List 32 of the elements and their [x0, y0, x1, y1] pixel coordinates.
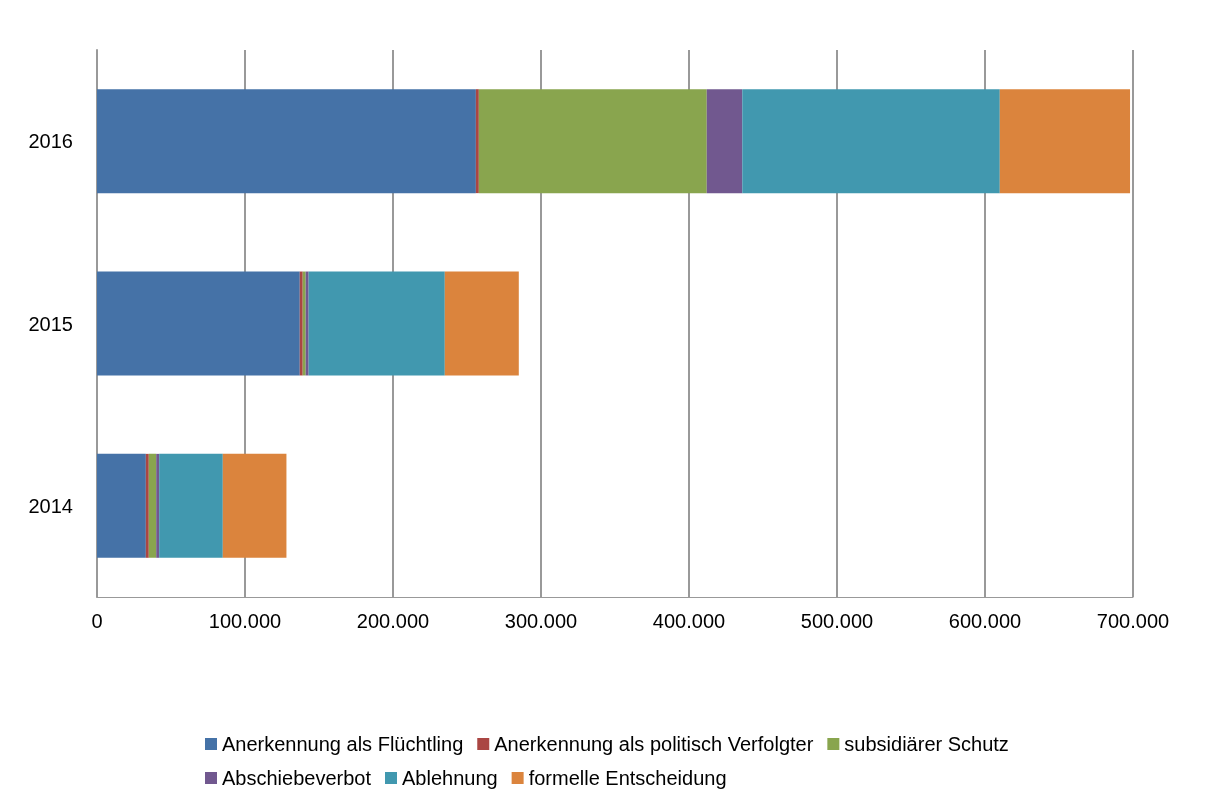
legend-label: Ablehnung [401, 767, 498, 789]
bar [308, 271, 445, 376]
bar [148, 453, 157, 558]
y-tick-label: 2016 [28, 130, 73, 153]
legend-label: Anerkennung als politisch Verfolgter [494, 733, 814, 755]
bar [97, 453, 146, 558]
bar [97, 89, 476, 194]
bar [475, 89, 479, 194]
legend-label: formelle Entscheidung [528, 767, 727, 789]
bar [145, 453, 149, 558]
y-tick-label: 2014 [28, 494, 73, 517]
bar [222, 453, 287, 558]
y-tick-label: 2015 [28, 312, 73, 335]
x-tick-label: 400.000 [652, 610, 726, 632]
bar [156, 453, 160, 558]
x-tick-label: 100.000 [208, 610, 282, 632]
x-tick-label: 0 [91, 610, 103, 632]
legend-label: Abschiebeverbot [222, 767, 372, 789]
x-tick-label: 200.000 [356, 610, 430, 632]
bar [159, 453, 223, 558]
bar [742, 89, 1000, 194]
bar [706, 89, 743, 194]
x-tick-label: 600.000 [948, 610, 1022, 632]
legend-label: Anerkennung als Flüchtling [222, 733, 464, 755]
x-tick-label: 700.000 [1096, 610, 1170, 632]
legend-label: subsidiärer Schutz [844, 733, 1009, 755]
bar [478, 89, 707, 194]
bar [999, 89, 1131, 194]
bar [444, 271, 519, 376]
x-tick-label: 300.000 [504, 610, 578, 632]
x-tick-label: 500.000 [800, 610, 874, 632]
bar [97, 271, 300, 376]
